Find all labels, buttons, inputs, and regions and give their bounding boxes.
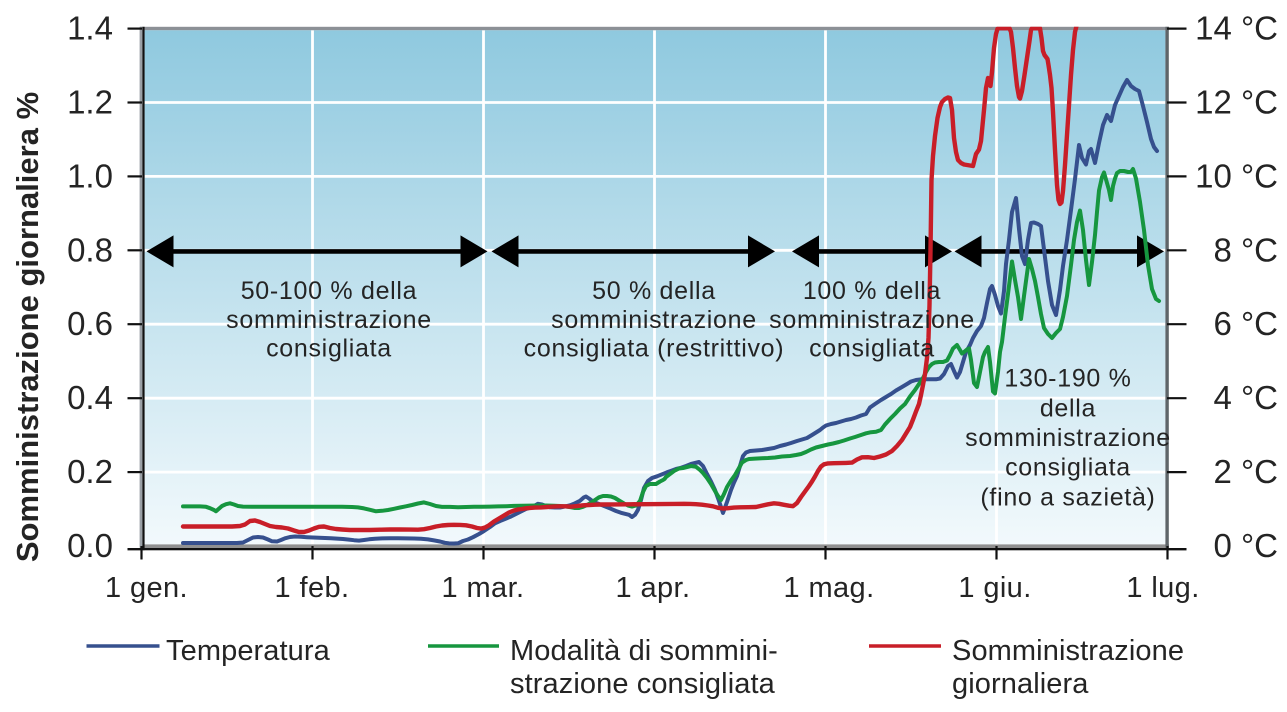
- svg-text:1 feb.: 1 feb.: [275, 572, 350, 604]
- svg-text:10 °C: 10 °C: [1195, 157, 1278, 194]
- svg-text:strazione consigliata: strazione consigliata: [510, 668, 776, 700]
- svg-text:0.0: 0.0: [67, 527, 113, 564]
- svg-text:1.4: 1.4: [67, 10, 113, 47]
- svg-text:consigliata: consigliata: [266, 335, 392, 363]
- svg-text:12 °C: 12 °C: [1195, 84, 1278, 121]
- svg-text:Temperatura: Temperatura: [166, 635, 331, 667]
- svg-text:Somministrazione giornaliera %: Somministrazione giornaliera %: [10, 92, 45, 562]
- svg-text:1.2: 1.2: [67, 84, 113, 121]
- svg-text:1 lug.: 1 lug.: [1126, 572, 1199, 604]
- svg-text:0.6: 0.6: [67, 305, 113, 342]
- svg-text:4 °C: 4 °C: [1213, 379, 1278, 416]
- svg-text:Modalità di sommini-: Modalità di sommini-: [510, 635, 778, 667]
- svg-text:0.8: 0.8: [67, 231, 113, 268]
- svg-text:(fino a sazietà): (fino a sazietà): [980, 483, 1155, 511]
- svg-text:1 mar.: 1 mar.: [442, 572, 525, 604]
- svg-text:100 % della: 100 % della: [803, 277, 941, 305]
- svg-text:6 °C: 6 °C: [1213, 305, 1278, 342]
- svg-text:14 °C: 14 °C: [1195, 10, 1278, 47]
- svg-text:8 °C: 8 °C: [1213, 231, 1278, 268]
- svg-text:1 apr.: 1 apr.: [616, 572, 691, 604]
- svg-text:50 % della: 50 % della: [592, 277, 716, 305]
- svg-text:2 °C: 2 °C: [1213, 453, 1278, 490]
- svg-text:consigliata (restrittivo): consigliata (restrittivo): [524, 335, 785, 363]
- svg-text:0.2: 0.2: [67, 453, 113, 490]
- svg-text:somministrazione: somministrazione: [769, 306, 975, 334]
- svg-text:1 mag.: 1 mag.: [783, 572, 874, 604]
- svg-text:somministrazione: somministrazione: [551, 306, 757, 334]
- svg-text:Somministrazione: Somministrazione: [952, 635, 1184, 667]
- svg-text:somministrazione: somministrazione: [965, 424, 1171, 452]
- svg-text:1 giu.: 1 giu.: [958, 572, 1031, 604]
- svg-text:somministrazione: somministrazione: [226, 306, 432, 334]
- svg-text:0.4: 0.4: [67, 379, 113, 416]
- svg-text:50-100 % della: 50-100 % della: [241, 277, 418, 305]
- svg-text:giornaliera: giornaliera: [952, 668, 1089, 700]
- svg-text:0 °C: 0 °C: [1213, 527, 1278, 564]
- svg-text:130-190 %: 130-190 %: [1004, 365, 1131, 393]
- svg-text:della: della: [1040, 394, 1096, 422]
- svg-text:1 gen.: 1 gen.: [105, 572, 188, 604]
- svg-text:consigliata: consigliata: [809, 335, 935, 363]
- svg-text:1.0: 1.0: [67, 157, 113, 194]
- svg-text:consigliata: consigliata: [1005, 454, 1131, 482]
